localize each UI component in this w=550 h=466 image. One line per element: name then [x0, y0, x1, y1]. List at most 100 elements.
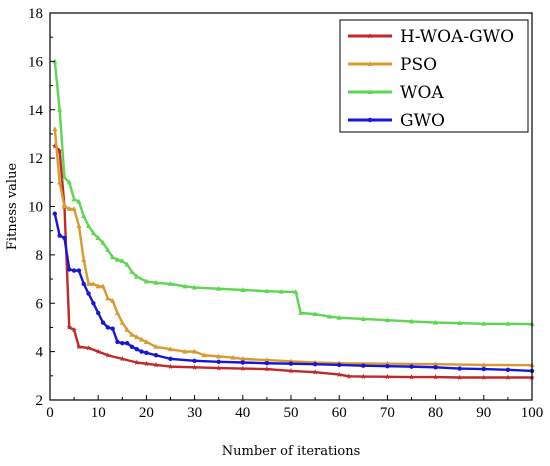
data-point-gwo — [57, 233, 62, 238]
data-point-pso — [85, 281, 92, 286]
x-tick-label: 60 — [332, 405, 347, 421]
data-point-gwo — [168, 356, 173, 362]
data-point-gwo — [124, 340, 130, 346]
x-tick-label: 80 — [428, 405, 443, 421]
data-point-gwo — [62, 235, 67, 241]
data-point-gwo — [52, 211, 58, 216]
data-point-gwo — [67, 267, 72, 272]
y-tick-label: 8 — [36, 248, 44, 264]
legend-marker-pso — [367, 61, 373, 66]
data-point-pso — [105, 295, 111, 301]
data-point-h-woa-gwo — [505, 374, 511, 380]
y-tick-label: 6 — [36, 296, 44, 312]
data-point-pso — [129, 331, 135, 337]
y-tick-label: 10 — [28, 200, 43, 216]
data-point-h-woa-gwo — [51, 143, 58, 149]
data-point-h-woa-gwo — [133, 359, 140, 365]
data-point-pso — [167, 346, 174, 352]
data-point-gwo — [139, 349, 144, 354]
data-point-woa — [278, 288, 284, 294]
data-point-h-woa-gwo — [360, 373, 367, 379]
data-point-h-woa-gwo — [95, 348, 102, 355]
data-point-gwo — [134, 347, 139, 352]
data-point-gwo — [71, 268, 77, 273]
data-point-woa — [119, 258, 125, 263]
data-point-woa — [481, 321, 487, 326]
data-point-woa — [100, 239, 106, 245]
data-point-h-woa-gwo — [104, 352, 111, 358]
data-point-woa — [457, 320, 463, 326]
data-point-pso — [264, 357, 270, 363]
data-point-woa — [76, 198, 82, 204]
data-point-woa — [124, 261, 130, 267]
data-point-gwo — [216, 359, 221, 364]
data-point-woa — [114, 256, 121, 262]
data-point-h-woa-gwo — [480, 374, 487, 380]
data-point-woa — [384, 317, 390, 323]
data-point-gwo — [457, 366, 462, 371]
data-point-h-woa-gwo — [71, 326, 77, 333]
data-point-h-woa-gwo — [215, 365, 222, 371]
data-point-h-woa-gwo — [336, 371, 343, 378]
data-point-woa — [326, 313, 333, 319]
data-point-h-woa-gwo — [288, 367, 294, 374]
data-point-woa — [81, 213, 87, 219]
data-point-pso — [90, 281, 96, 286]
data-point-pso — [76, 223, 82, 228]
data-point-woa — [167, 281, 174, 286]
data-point-woa — [105, 247, 111, 253]
data-point-pso — [119, 319, 125, 325]
data-point-h-woa-gwo — [153, 361, 159, 368]
data-point-h-woa-gwo — [119, 355, 126, 362]
y-tick-label: 18 — [28, 6, 43, 22]
data-point-gwo — [81, 281, 86, 287]
data-point-pso — [100, 283, 106, 289]
legend-marker-gwo — [367, 117, 373, 123]
x-tick-label: 50 — [284, 405, 299, 421]
data-point-h-woa-gwo — [76, 343, 82, 350]
data-point-gwo — [115, 339, 120, 345]
data-point-pso — [201, 352, 207, 358]
data-point-gwo — [505, 367, 511, 372]
series-line-woa — [53, 61, 533, 326]
data-point-gwo — [153, 353, 159, 358]
data-point-gwo — [129, 344, 135, 349]
data-point-h-woa-gwo — [85, 345, 92, 351]
data-point-h-woa-gwo — [384, 373, 391, 380]
data-point-pso — [110, 298, 116, 303]
data-point-woa — [57, 106, 63, 112]
data-point-gwo — [144, 350, 149, 356]
data-point-pso — [138, 336, 145, 342]
x-tick-label: 20 — [139, 405, 154, 421]
data-point-woa — [264, 288, 270, 294]
x-tick-label: 10 — [91, 405, 106, 421]
data-point-gwo — [264, 361, 270, 366]
data-point-gwo — [481, 366, 486, 372]
y-axis-title: Fitness value — [5, 163, 20, 251]
data-point-gwo — [288, 361, 294, 366]
data-point-gwo — [337, 362, 342, 368]
data-point-pso — [153, 343, 159, 349]
data-point-pso — [114, 310, 121, 315]
data-point-woa — [143, 278, 149, 284]
data-point-pso — [134, 334, 140, 340]
y-tick-label: 12 — [28, 151, 43, 167]
data-point-pso — [124, 327, 130, 332]
data-point-pso — [216, 353, 222, 359]
data-point-pso — [143, 339, 149, 344]
data-point-woa — [85, 223, 92, 228]
data-point-pso — [71, 206, 77, 211]
data-point-h-woa-gwo — [432, 374, 439, 380]
legend-label-h-woa-gwo: H-WOA-GWO — [400, 27, 514, 47]
legend-label-pso: PSO — [400, 55, 437, 75]
x-tick-label: 90 — [476, 405, 491, 421]
data-point-woa — [298, 310, 304, 315]
data-point-pso — [192, 348, 198, 354]
series-h-woa-gwo — [51, 143, 535, 380]
data-point-pso — [433, 361, 439, 367]
data-point-gwo — [86, 291, 91, 296]
series-line-h-woa-gwo — [53, 145, 532, 379]
y-tick-label: 2 — [36, 393, 44, 409]
series-layer — [51, 58, 535, 380]
data-point-woa — [71, 196, 77, 202]
